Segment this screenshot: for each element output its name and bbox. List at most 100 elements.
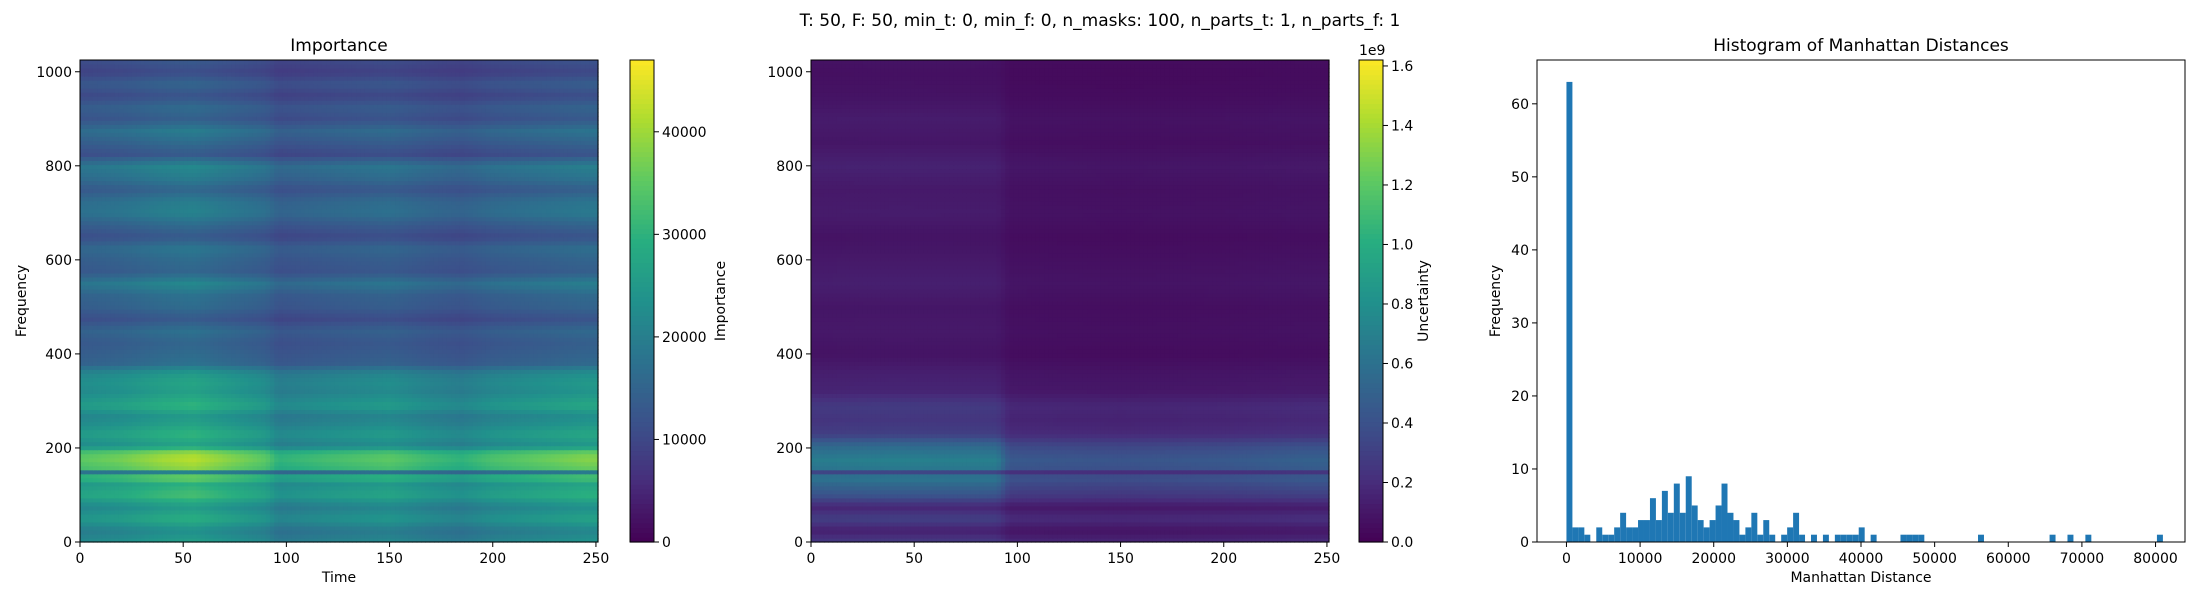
heatmap-cell — [360, 429, 366, 435]
heatmap-cell — [80, 497, 85, 503]
heatmap-cell — [455, 525, 461, 531]
heatmap-cell — [507, 413, 513, 419]
heatmap-cell — [144, 473, 150, 479]
heatmap-cell — [92, 381, 98, 386]
heatmap-cell — [369, 413, 375, 419]
heatmap-cell — [326, 449, 331, 455]
heatmap-cell — [589, 457, 595, 463]
heatmap-cell — [477, 513, 483, 519]
heatmap-cell — [213, 405, 219, 411]
heatmap-cell — [442, 465, 448, 471]
heatmap-cell — [339, 421, 344, 427]
heatmap-cell — [459, 469, 465, 475]
heatmap-cell — [421, 441, 426, 447]
heatmap-cell — [563, 477, 569, 483]
heatmap-cell — [88, 417, 94, 423]
heatmap-cell — [287, 377, 293, 382]
heatmap-cell — [196, 449, 202, 455]
heatmap-cell — [533, 481, 539, 487]
heatmap-cell — [162, 533, 167, 539]
heatmap-cell — [429, 473, 435, 479]
heatmap-cell — [84, 525, 90, 531]
heatmap-cell — [334, 445, 340, 451]
heatmap-cell — [321, 385, 327, 390]
heatmap-cell — [231, 533, 236, 539]
heatmap-cell — [339, 513, 344, 519]
heatmap-cell — [162, 441, 167, 447]
heatmap-cell — [127, 497, 133, 503]
heatmap-cell — [537, 417, 543, 423]
heatmap-cell — [382, 445, 388, 451]
heatmap-cell — [580, 505, 586, 511]
heatmap-cell — [149, 517, 154, 523]
heatmap-cell — [192, 497, 198, 503]
heatmap-cell — [84, 509, 90, 515]
heatmap-cell — [459, 425, 465, 431]
heatmap-cell — [300, 505, 306, 511]
heatmap-cell — [131, 469, 137, 475]
heatmap-cell — [425, 445, 431, 451]
heatmap-cell — [580, 449, 586, 455]
heatmap-cell — [369, 377, 375, 382]
heatmap-cell — [546, 401, 552, 407]
heatmap-cell — [347, 417, 353, 423]
heatmap-cell — [308, 525, 314, 531]
heatmap-cell — [412, 529, 418, 535]
heatmap-cell — [364, 373, 370, 378]
heatmap-cell — [110, 381, 116, 386]
heatmap-cell — [403, 481, 409, 487]
heatmap-cell — [261, 401, 267, 407]
heatmap-cell — [282, 501, 288, 507]
heatmap-cell — [541, 437, 547, 443]
heatmap-cell — [343, 429, 349, 435]
heatmap-cell — [287, 517, 293, 523]
heatmap-cell — [213, 389, 219, 394]
heatmap-cell — [192, 537, 198, 543]
heatmap-cell — [433, 493, 439, 499]
heatmap-cell — [576, 533, 582, 539]
heatmap-cell — [218, 409, 224, 415]
heatmap-cell — [546, 437, 552, 443]
heatmap-cell — [442, 445, 448, 451]
heatmap-cell — [477, 385, 483, 390]
heatmap-cell — [330, 465, 336, 471]
heatmap-cell — [84, 445, 90, 451]
heatmap-cell — [524, 457, 530, 463]
heatmap-cell — [162, 473, 167, 479]
heatmap-cell — [196, 521, 202, 527]
heatmap-cell — [464, 481, 470, 487]
heatmap-cell — [472, 505, 478, 511]
heatmap-cell — [101, 385, 107, 390]
heatmap-cell — [166, 513, 172, 519]
heatmap-cell — [572, 433, 578, 439]
heatmap-cell — [187, 429, 193, 435]
heatmap-cell — [593, 417, 599, 423]
heatmap-cell — [412, 413, 418, 419]
heatmap-cell — [92, 441, 98, 447]
heatmap-cell — [127, 389, 133, 394]
heatmap-cell — [287, 433, 293, 439]
heatmap-cell — [520, 453, 526, 459]
heatmap-cell — [498, 493, 504, 499]
heatmap-cell — [300, 465, 306, 471]
heatmap-cell — [416, 393, 422, 398]
heatmap-cell — [356, 373, 362, 378]
heatmap-cell — [546, 453, 552, 459]
heatmap-cell — [92, 413, 98, 419]
heatmap-cell — [585, 409, 590, 415]
heatmap-cell — [222, 401, 228, 407]
heatmap-cell — [97, 429, 103, 435]
heatmap-cell — [269, 405, 275, 411]
heatmap-cell — [200, 505, 206, 511]
heatmap-cell — [149, 505, 154, 511]
heatmap-cell — [97, 501, 103, 507]
heatmap-cell — [231, 405, 236, 411]
heatmap-cell — [304, 445, 310, 451]
heatmap-cell — [373, 413, 379, 419]
heatmap-cell — [433, 417, 439, 423]
heatmap-cell — [308, 429, 314, 435]
heatmap-cell — [347, 405, 353, 411]
heatmap-cell — [105, 493, 111, 499]
heatmap-cell — [567, 393, 573, 398]
heatmap-cell — [356, 397, 362, 403]
